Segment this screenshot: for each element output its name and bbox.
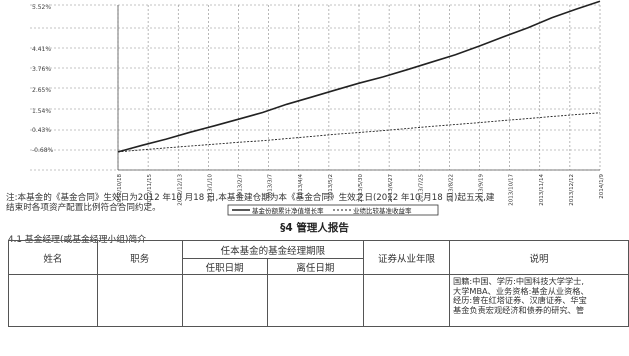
x-tick-label: 2012/12/13 — [177, 174, 183, 206]
x-tick-label: 2013/2/7 — [238, 174, 244, 199]
column-header-start-date: 任职日期 — [181, 258, 268, 275]
x-axis-tick-labels: 2012/10/18 2012/11/15 2012/12/13 2013/1/10 2… — [117, 174, 605, 206]
x-tick-label: 2014/1/9 — [599, 174, 605, 199]
x-tick-label: 2013/9/19 — [479, 174, 485, 203]
desc-line: 经历:曾在红塔证券、汉唐证券、华宝 — [453, 296, 587, 306]
series-line-benchmark — [117, 112, 601, 153]
x-tick-label: 2013/10/17 — [509, 174, 515, 206]
column-header-years: 证券从业年限 — [363, 240, 450, 275]
x-tick-label: 2013/11/14 — [539, 174, 545, 206]
y-tick-label: 2.65% — [32, 87, 51, 94]
column-header-title: 职务 — [96, 240, 183, 275]
table-cell-name — [8, 274, 98, 327]
x-tick-label: 2012/10/18 — [117, 174, 123, 206]
chart-grid — [30, 4, 601, 171]
x-tick-label: 2013/12/12 — [569, 174, 575, 206]
y-tick-label: 0.43% — [32, 127, 51, 134]
chart-legend: 基金份额累计净值增长率 业绩比较基准收益率 — [227, 204, 439, 216]
table-cell-start — [181, 274, 268, 327]
x-tick-label: 2013/1/10 — [207, 174, 213, 203]
x-tick-label: 2013/7/25 — [418, 174, 424, 203]
x-tick-label: 2013/8/22 — [448, 174, 454, 202]
x-tick-label: 2012/11/15 — [147, 174, 153, 206]
table-cell-desc: 国籍:中国、学历:中国科技大学学士, 大学MBA、业务资格:基金从业资格、 经历… — [449, 274, 629, 327]
column-header-term: 任本基金的基金经理期限 — [181, 240, 365, 259]
y-tick-label: 5.52% — [32, 4, 51, 11]
column-header-name: 姓名 — [8, 240, 98, 275]
desc-line: 基金负责宏观经济和债券的研究、管 — [453, 305, 585, 315]
section-title: §4 管理人报告 — [280, 222, 349, 234]
legend-label-fund: 基金份额累计净值增长率 — [252, 206, 324, 215]
x-tick-label: 2013/6/27 — [388, 174, 394, 203]
table-cell-end — [266, 274, 365, 327]
x-tick-label: 2013/3/7 — [268, 174, 274, 199]
chart-note-line-2: 结束时各项资产配置比例符合合同约定。 — [6, 203, 161, 213]
y-tick-label: -0.68% — [32, 147, 54, 154]
y-tick-label: 3.76% — [32, 66, 51, 73]
performance-chart: 5.52% 4.41% 3.76% 2.65% 1.54% 0.43% -0.68% 201… — [30, 0, 605, 216]
chart-series — [117, 0, 601, 153]
series-line-fund — [117, 0, 601, 153]
x-tick-label: 2013/5/2 — [328, 174, 334, 199]
chart-note-line-1: 注:本基金的《基金合同》生效日为2012 年10 月18 日,本基金建仓期为本《… — [6, 193, 495, 203]
fund-manager-table: 姓名 职务 任本基金的基金经理期限 证券从业年限 说明 任职日期 离任日期 国籍… — [8, 240, 629, 327]
x-tick-label: 2013/4/4 — [298, 174, 304, 199]
x-tick-label: 2013/5/30 — [358, 174, 364, 203]
legend-label-benchmark: 业绩比较基准收益率 — [353, 206, 412, 215]
desc-line: 国籍:中国、学历:中国科技大学学士, — [453, 277, 584, 286]
desc-line: 大学MBA、业务资格:基金从业资格、 — [453, 286, 589, 296]
column-header-end-date: 离任日期 — [266, 258, 365, 275]
column-header-desc: 说明 — [449, 240, 629, 275]
table-cell-years — [363, 274, 450, 327]
table-cell-title — [96, 274, 183, 327]
y-tick-label: 1.54% — [32, 108, 51, 115]
y-tick-label: 4.41% — [32, 46, 51, 53]
y-axis-tick-labels: 5.52% 4.41% 3.76% 2.65% 1.54% 0.43% -0.68% — [32, 4, 54, 154]
table-row: 国籍:中国、学历:中国科技大学学士, 大学MBA、业务资格:基金从业资格、 经历… — [8, 274, 629, 327]
